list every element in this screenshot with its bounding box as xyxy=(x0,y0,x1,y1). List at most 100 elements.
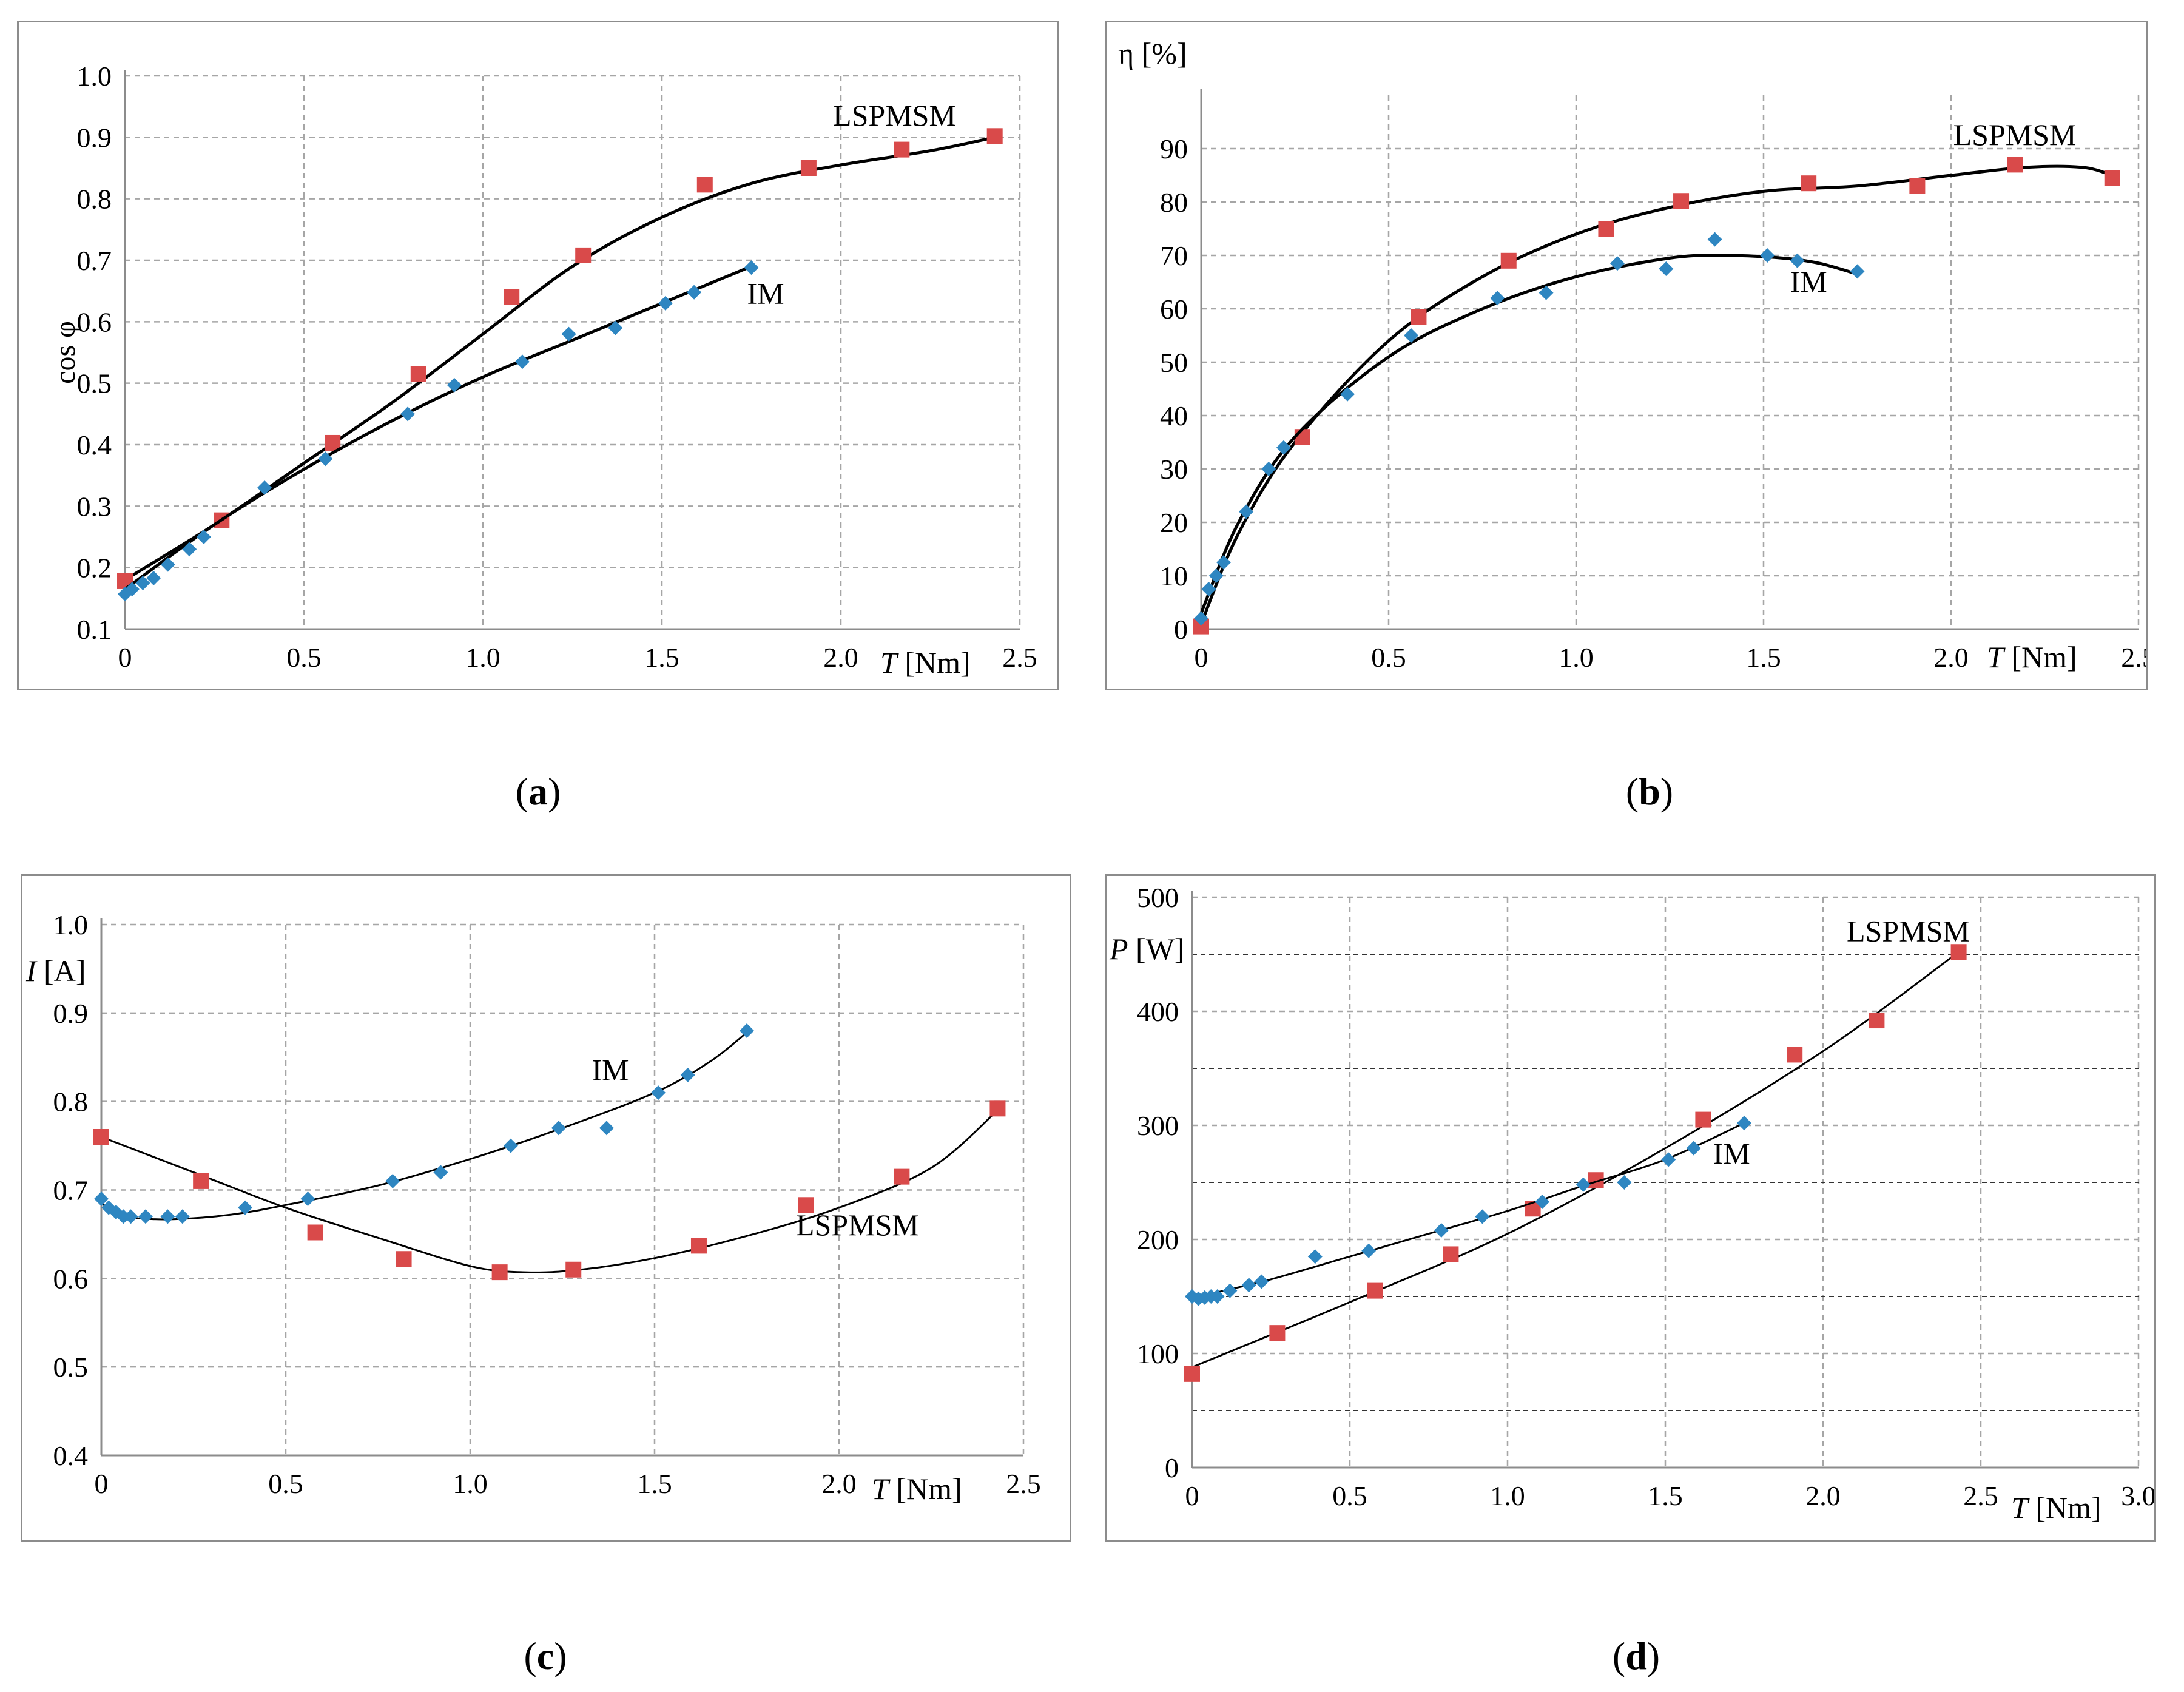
y-tick-label: 60 xyxy=(1160,294,1188,325)
x-tick-label: 2.0 xyxy=(1933,642,1969,673)
y-tick-label: 100 xyxy=(1137,1338,1179,1369)
data-point-lspmsm xyxy=(1294,429,1310,445)
x-tick-label: 3.0 xyxy=(2121,1480,2154,1511)
data-point-im xyxy=(160,557,175,572)
y-axis-label: I [A] xyxy=(25,954,86,988)
x-tick-label: 0 xyxy=(95,1468,109,1499)
y-tick-label: 0.3 xyxy=(77,491,112,522)
data-point-lspmsm xyxy=(491,1264,508,1281)
x-tick-label: 0.5 xyxy=(1371,642,1406,673)
data-point-im xyxy=(1490,291,1505,306)
data-point-lspmsm xyxy=(2104,170,2120,186)
data-point-lspmsm xyxy=(1500,252,1517,269)
y-tick-label: 500 xyxy=(1137,882,1179,913)
data-point-im xyxy=(1760,248,1775,263)
trend-curve-lspmsm xyxy=(1191,951,1960,1368)
y-tick-label: 0.4 xyxy=(53,1440,89,1471)
data-point-im xyxy=(687,285,702,300)
data-point-lspmsm xyxy=(410,366,426,382)
caption-a: (a) xyxy=(516,769,561,814)
data-point-im xyxy=(116,1209,131,1224)
chart-b: 0 0.5 1.0 1.5 2.0 2.5 0 10 20 30 40 50 60 70 80 90 T [Nm… xyxy=(1118,36,2146,674)
x-axis-label-unit: [Nm] xyxy=(2035,1491,2101,1525)
data-point-im xyxy=(238,1200,253,1215)
caption-b: (b) xyxy=(1626,769,1673,814)
data-point-im xyxy=(599,1121,614,1136)
caption-c-letter: c xyxy=(536,1634,554,1677)
data-point-lspmsm xyxy=(193,1173,209,1189)
data-point-im xyxy=(433,1165,448,1180)
data-point-im xyxy=(135,576,150,590)
y-axis-label-unit: [W] xyxy=(1136,932,1185,966)
data-point-lspmsm xyxy=(1801,175,1817,192)
x-axis-label-space xyxy=(2004,640,2012,674)
y-tick-label: 0.8 xyxy=(53,1087,89,1117)
data-point-im xyxy=(160,1209,175,1224)
series-label: IM xyxy=(592,1053,629,1087)
x-tick-label: 0 xyxy=(1185,1480,1199,1511)
y-tick-label: 80 xyxy=(1160,187,1188,218)
data-point-im xyxy=(1737,1116,1751,1131)
panel-d-frame: 0 0.5 1.0 1.5 2.0 2.5 3.0 0 100 200 300 400 500 T [Nm… xyxy=(1105,874,2156,1542)
data-point-im xyxy=(1535,1194,1550,1209)
series-lspmsm: LSPMSM xyxy=(93,1100,1006,1281)
series-lspmsm: LSPMSM xyxy=(117,98,1003,589)
data-point-lspmsm xyxy=(1869,1013,1885,1029)
data-point-im xyxy=(1361,1243,1377,1258)
x-tick-label: 1.5 xyxy=(1746,642,1781,673)
y-tick-label: 0 xyxy=(1174,614,1188,645)
y-tick-label: 70 xyxy=(1160,240,1188,271)
data-point-lspmsm xyxy=(1598,221,1614,237)
x-axis-label-symbol: T xyxy=(880,645,899,679)
caption-a-letter: a xyxy=(528,770,548,813)
y-axis-label-unit: [A] xyxy=(44,954,86,988)
y-tick-label: 400 xyxy=(1137,996,1179,1027)
series-label: LSPMSM xyxy=(1953,118,2077,152)
x-tick-label: 0.5 xyxy=(286,642,322,673)
data-point-im xyxy=(1661,1152,1676,1167)
data-point-im xyxy=(318,451,333,467)
caption-b-close: ) xyxy=(1660,770,1674,813)
trend-curve-im xyxy=(124,265,752,591)
data-point-im xyxy=(1222,1283,1238,1298)
data-point-im xyxy=(1686,1141,1701,1156)
data-point-im xyxy=(300,1191,315,1207)
x-tick-label: 2.5 xyxy=(1963,1480,1998,1511)
y-tick-label: 30 xyxy=(1160,454,1188,485)
data-point-im xyxy=(196,530,211,544)
data-point-lspmsm xyxy=(1787,1047,1803,1063)
y-tick-label: 0.4 xyxy=(77,430,112,460)
caption-a-close: ) xyxy=(548,770,561,813)
y-tick-label: 0.5 xyxy=(77,368,112,399)
y-axis-label: P [W] xyxy=(1109,932,1185,966)
x-tick-label: 0.5 xyxy=(268,1468,303,1499)
x-axis-label-unit: [Nm] xyxy=(905,645,970,679)
data-point-lspmsm xyxy=(2007,157,2023,173)
data-point-im xyxy=(561,326,576,342)
caption-d-letter: d xyxy=(1625,1634,1647,1677)
data-point-lspmsm xyxy=(1410,309,1427,325)
data-point-im xyxy=(1434,1222,1449,1238)
y-axis-label-space xyxy=(1128,932,1136,966)
data-point-im xyxy=(514,354,530,369)
x-tick-label: 2.5 xyxy=(2121,642,2146,673)
caption-d: (d) xyxy=(1613,1634,1660,1679)
x-tick-label: 1.0 xyxy=(1559,642,1594,673)
series-im: IM xyxy=(94,1023,754,1224)
trend-curve-lspmsm xyxy=(101,1110,999,1273)
gridlines-b xyxy=(1201,95,2140,629)
data-point-lspmsm xyxy=(894,141,910,158)
y-tick-label: 50 xyxy=(1160,347,1188,378)
y-tick-label: 1.0 xyxy=(77,61,112,92)
data-point-im xyxy=(608,320,623,335)
y-tick-label: 0.5 xyxy=(53,1352,89,1383)
data-point-lspmsm xyxy=(1443,1246,1459,1262)
data-point-im xyxy=(1404,328,1419,343)
data-point-im xyxy=(680,1067,695,1082)
data-point-im xyxy=(400,406,416,422)
x-axis-label-unit: [Nm] xyxy=(896,1472,962,1506)
y-axis-label-symbol: P xyxy=(1109,932,1128,966)
gridlines-c xyxy=(101,923,1025,1455)
caption-c-close: ) xyxy=(554,1634,567,1677)
series-im: IM xyxy=(1185,1116,1751,1306)
